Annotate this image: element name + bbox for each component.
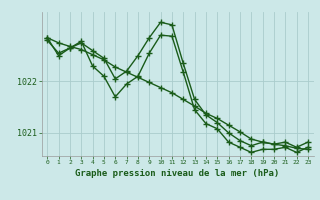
X-axis label: Graphe pression niveau de la mer (hPa): Graphe pression niveau de la mer (hPa)	[76, 169, 280, 178]
